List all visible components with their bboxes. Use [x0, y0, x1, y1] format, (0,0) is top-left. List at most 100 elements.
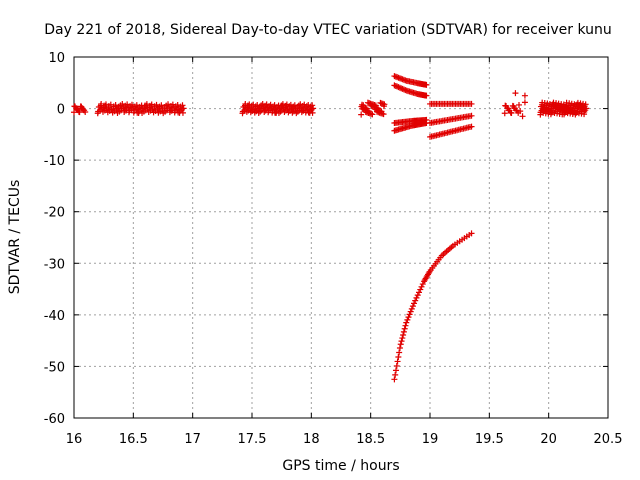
data-point-cluster-16.2 — [113, 105, 120, 112]
data-point-cluster-19.9 — [571, 105, 578, 112]
y-tick-label: -30 — [44, 257, 65, 272]
x-tick-label: 20 — [540, 432, 557, 447]
data-point-sparse-19.8 — [519, 113, 526, 120]
y-tick-label: -10 — [44, 154, 65, 169]
data-point-cluster-19.9 — [550, 105, 557, 112]
data-point-steep-curve — [419, 281, 426, 288]
data-point-cluster-17.4 — [244, 102, 251, 109]
x-tick-label: 18 — [303, 432, 320, 447]
data-point-cluster-19.9 — [543, 102, 550, 109]
data-point-cluster-18.5 — [373, 108, 380, 115]
x-tick-label: 19 — [422, 432, 439, 447]
data-point-steep-curve — [401, 325, 408, 332]
data-point-sparse-19.8 — [521, 92, 528, 99]
data-point-steep-curve — [400, 331, 407, 338]
data-point-cluster-16.2 — [121, 107, 128, 114]
data-point-cluster-16.2 — [142, 102, 149, 109]
data-point-steep-curve — [398, 338, 405, 345]
data-point-cluster-18.5 — [359, 105, 366, 112]
data-point-steep-curve — [407, 308, 414, 315]
x-tick-label: 19.5 — [475, 432, 504, 447]
data-point-steep-curve — [400, 328, 407, 335]
data-point-cluster-17.4 — [299, 107, 306, 114]
data-point-cluster-17.4 — [278, 102, 285, 109]
x-tick-label: 20.5 — [594, 432, 623, 447]
data-point-steep-curve — [468, 230, 475, 237]
y-tick-label: 10 — [48, 51, 65, 66]
data-point-cluster-17.4 — [255, 105, 262, 112]
data-point-cluster-17.4 — [288, 104, 295, 111]
data-point-cluster-16.0 — [78, 105, 85, 112]
data-point-cluster-16.2 — [175, 109, 182, 116]
data-point-steep-curve — [402, 322, 409, 329]
x-axis-title: GPS time / hours — [282, 458, 399, 474]
data-point-steep-curve — [392, 371, 399, 378]
data-point-steep-curve — [411, 300, 418, 307]
y-tick-label: -20 — [44, 206, 65, 221]
data-point-cluster-18.5 — [380, 103, 387, 110]
data-point-steep-curve — [417, 286, 424, 293]
grid-layer — [74, 57, 608, 418]
data-point-band-19-b — [468, 112, 475, 119]
data-point-steep-curve — [409, 303, 416, 310]
data-point-sparse-19.8 — [512, 90, 519, 97]
data-point-cluster-19.7 — [502, 102, 509, 109]
data-point-cluster-16.2 — [95, 108, 102, 115]
x-tick-label: 16 — [66, 432, 83, 447]
data-point-cluster-16.2 — [101, 102, 108, 109]
data-point-cluster-18.5 — [368, 102, 375, 109]
x-tick-label: 18.5 — [356, 432, 385, 447]
data-point-cluster-19.9 — [563, 99, 570, 106]
data-point-steep-curve — [404, 316, 411, 323]
data-point-cluster-17.4 — [261, 107, 268, 114]
data-point-cluster-17.4 — [239, 108, 246, 115]
data-point-cluster-16.2 — [154, 104, 161, 111]
data-point-steep-curve — [397, 341, 404, 348]
data-point-cluster-16.2 — [134, 109, 141, 116]
data-point-cluster-19.7 — [501, 110, 508, 117]
data-point-cluster-19.9 — [554, 108, 561, 115]
tick-layer: 16 16.5 17 17.5 18 18.5 19 19.5 20 20.5 10 0 -10 -20 -… — [44, 51, 623, 447]
x-tick-label: 16.5 — [119, 432, 148, 447]
data-point-steep-curve — [408, 305, 415, 312]
data-point-steep-curve — [413, 294, 420, 301]
y-tick-label: 0 — [57, 103, 65, 118]
data-point-arc-upper-1 — [423, 81, 430, 88]
data-point-sparse-19.8 — [517, 108, 524, 115]
data-point-steep-curve — [425, 270, 432, 277]
data-point-cluster-19.9 — [561, 111, 568, 118]
data-point-sparse-19.8 — [521, 99, 528, 106]
data-point-steep-curve — [395, 353, 402, 360]
chart-title: Day 221 of 2018, Sidereal Day-to-day VTE… — [44, 22, 612, 38]
data-point-steep-curve — [418, 283, 425, 290]
y-axis-title: SDTVAR / TECUs — [7, 180, 23, 295]
data-point-cluster-18.5 — [364, 99, 371, 106]
data-point-cluster-16.0 — [74, 106, 81, 113]
data-points — [71, 73, 590, 383]
y-tick-label: -60 — [44, 412, 65, 427]
data-point-cluster-17.4 — [271, 109, 278, 116]
data-point-steep-curve — [412, 297, 419, 304]
data-point-cluster-19.7 — [505, 107, 512, 114]
data-point-steep-curve — [392, 367, 399, 374]
data-point-steep-curve — [396, 345, 403, 352]
data-point-cluster-17.4 — [305, 109, 312, 116]
data-point-steep-curve — [394, 358, 401, 365]
data-point-steep-curve — [405, 314, 412, 321]
data-point-steep-curve — [416, 289, 423, 296]
data-point-cluster-19.9 — [567, 102, 574, 109]
data-point-cluster-16.0 — [71, 103, 78, 110]
data-point-cluster-19.9 — [578, 108, 585, 115]
data-point-steep-curve — [403, 319, 410, 326]
data-point-steep-curve — [396, 349, 403, 356]
data-point-cluster-19.7 — [511, 104, 518, 111]
data-point-steep-curve — [399, 335, 406, 342]
data-point-cluster-18.5 — [377, 99, 384, 106]
x-tick-label: 17 — [184, 432, 201, 447]
data-point-band-19-a — [468, 100, 475, 107]
data-point-steep-curve — [414, 292, 421, 299]
data-point-cluster-18.5 — [362, 109, 369, 116]
data-point-arc-upper-2 — [423, 92, 430, 99]
y-tick-label: -40 — [44, 309, 65, 324]
